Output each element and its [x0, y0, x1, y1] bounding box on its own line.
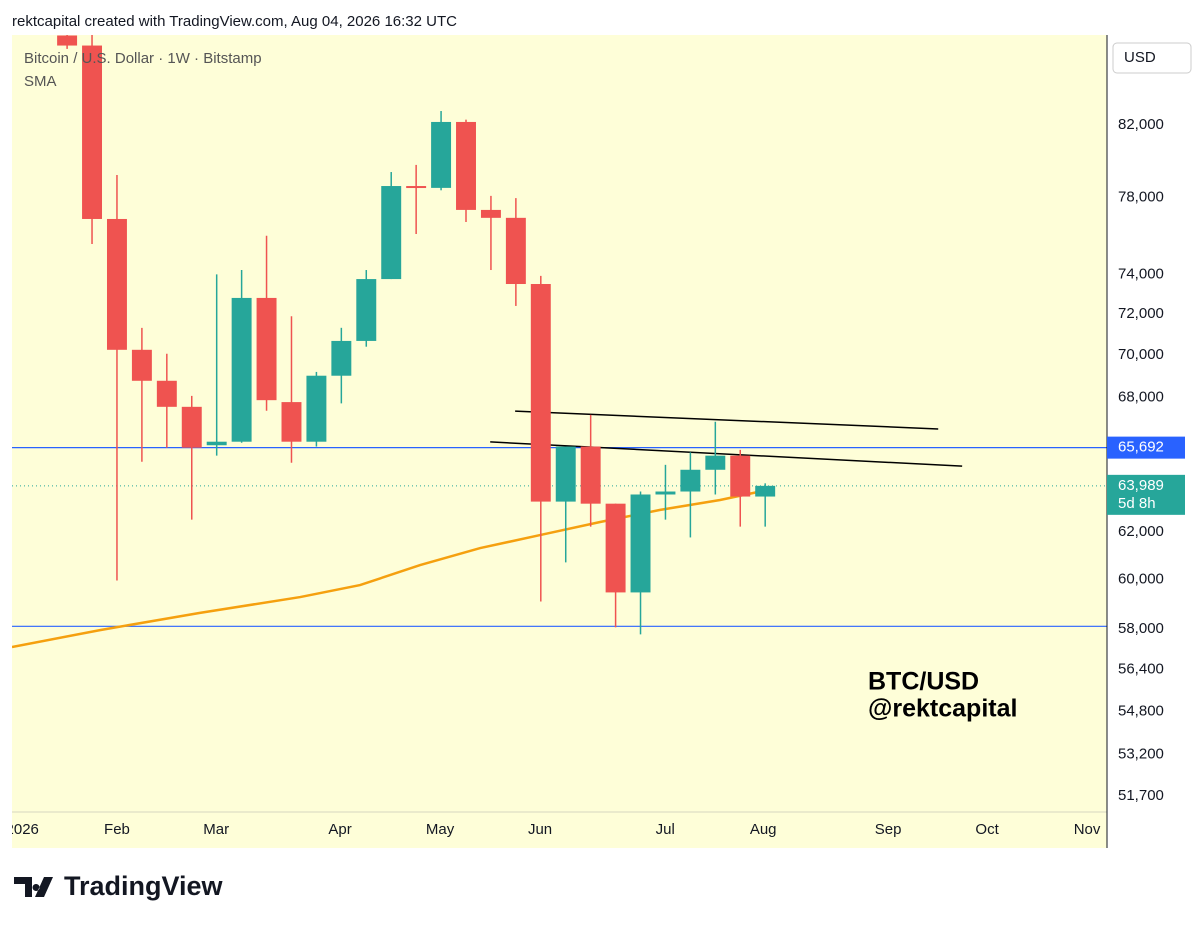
y-tick-label: 56,400 [1118, 661, 1164, 678]
candle-body [480, 209, 501, 218]
candle-body [57, 35, 78, 46]
candle-body [705, 455, 726, 470]
plot-background [12, 35, 1107, 848]
x-tick-label: Mar [203, 821, 229, 838]
candle-body [605, 503, 626, 593]
candle-body [256, 297, 277, 401]
candle-body [356, 279, 377, 341]
candle-body [156, 380, 177, 407]
y-tick-label: 70,000 [1118, 346, 1164, 363]
y-tick-label: 51,700 [1118, 787, 1164, 804]
annotation: BTC/USD [868, 668, 979, 696]
y-tick-label: 72,000 [1118, 305, 1164, 322]
x-tick-label: Sep [875, 821, 902, 838]
indicator-label: SMA [24, 73, 57, 90]
annotation: @rektcapital [868, 695, 1017, 723]
y-tick-label: 53,200 [1118, 746, 1164, 763]
candle-body [331, 340, 352, 376]
candle-body [82, 45, 103, 219]
x-tick-label: May [426, 821, 455, 838]
y-tick-label: 82,000 [1118, 116, 1164, 133]
y-tick-label: 74,000 [1118, 265, 1164, 282]
candle-body [680, 469, 701, 492]
candle-body [381, 186, 402, 280]
x-tick-label: Nov [1074, 821, 1101, 838]
x-tick-label: Jun [528, 821, 552, 838]
last-price-label: 63,989 [1118, 477, 1164, 494]
candle-body [655, 491, 676, 495]
candle-body [456, 121, 476, 210]
y-tick-label: 54,800 [1118, 702, 1164, 719]
candle-body [530, 284, 551, 502]
candle-body [630, 494, 651, 593]
x-tick-label: Oct [975, 821, 999, 838]
candle-body [406, 186, 427, 189]
candle-body [755, 485, 776, 497]
chart-title: Bitcoin / U.S. Dollar · 1W · Bitstamp [24, 50, 262, 67]
price-label-box [1107, 436, 1185, 459]
candle-body [281, 402, 302, 442]
x-tick-label: 2026 [6, 821, 39, 838]
y-tick-label: 68,000 [1118, 388, 1164, 405]
x-tick-label: Jul [656, 821, 675, 838]
candle-body [231, 297, 252, 442]
candle-body [131, 349, 152, 381]
x-tick-label: Feb [104, 821, 130, 838]
header: rektcapital created with TradingView.com… [12, 13, 457, 30]
y-tick-label: 62,000 [1118, 523, 1164, 540]
sma-line [12, 490, 761, 649]
candle-body [106, 218, 127, 350]
candle-body [181, 406, 202, 448]
y-tick-label: 58,000 [1118, 620, 1164, 637]
candle-body [730, 455, 751, 497]
candle-body [306, 375, 327, 442]
trend-line [515, 410, 939, 430]
brand-logo [14, 877, 53, 897]
last-price-box [1107, 474, 1185, 515]
brand: TradingView [64, 871, 224, 901]
y-tick-label: 78,000 [1118, 189, 1164, 206]
candle-body [206, 441, 227, 446]
x-tick-label: Apr [328, 821, 351, 838]
candle-body [555, 446, 576, 502]
candle-body [431, 121, 452, 188]
currency[interactable]: USD [1124, 49, 1156, 66]
countdown-label: 5d 8h [1118, 495, 1156, 512]
candle-body [580, 446, 601, 504]
x-tick-label: Aug [750, 821, 777, 838]
y-tick-label: 60,000 [1118, 570, 1164, 587]
trend-line [490, 441, 963, 467]
plot-area: 2026 Feb Mar Apr May Jun Jul Aug Sep Oct Nov [6, 35, 1107, 838]
currency-box[interactable] [1112, 42, 1192, 74]
candle-body [505, 217, 526, 285]
price-label: 65,692 [1118, 439, 1164, 456]
